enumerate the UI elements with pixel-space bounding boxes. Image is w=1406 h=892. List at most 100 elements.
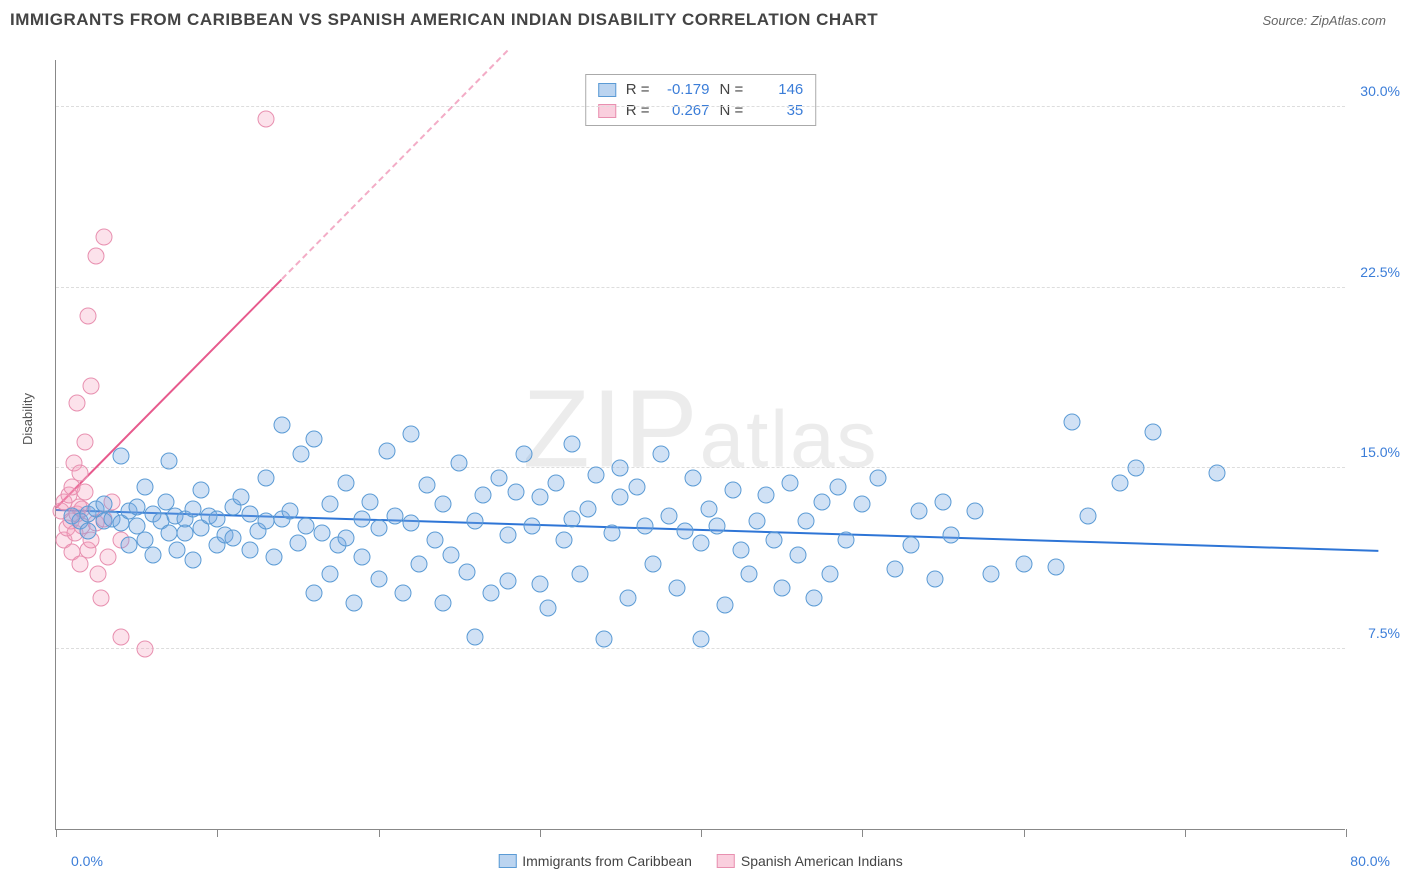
legend-item-pink: Spanish American Indians [717, 853, 903, 869]
gridline [56, 648, 1345, 649]
data-point-blue [467, 513, 484, 530]
data-point-blue [338, 474, 355, 491]
gridline [56, 106, 1345, 107]
xtick [540, 829, 541, 837]
data-point-pink [93, 590, 110, 607]
data-point-blue [499, 573, 516, 590]
data-point-blue [459, 563, 476, 580]
data-point-blue [926, 570, 943, 587]
data-point-pink [112, 628, 129, 645]
data-point-blue [378, 443, 395, 460]
data-point-blue [693, 534, 710, 551]
data-point-blue [886, 561, 903, 578]
data-point-blue [652, 445, 669, 462]
data-point-blue [112, 448, 129, 465]
data-point-blue [612, 488, 629, 505]
x-axis-min-label: 0.0% [71, 853, 103, 869]
data-point-blue [160, 525, 177, 542]
data-point-blue [370, 570, 387, 587]
data-point-blue [507, 484, 524, 501]
data-point-blue [314, 525, 331, 542]
header-bar: IMMIGRANTS FROM CARIBBEAN VS SPANISH AME… [0, 0, 1406, 35]
data-point-blue [338, 529, 355, 546]
data-point-blue [306, 585, 323, 602]
data-point-blue [467, 628, 484, 645]
data-point-blue [934, 493, 951, 510]
data-point-blue [136, 479, 153, 496]
data-point-blue [733, 541, 750, 558]
data-point-blue [515, 445, 532, 462]
data-point-blue [443, 546, 460, 563]
data-point-blue [491, 469, 508, 486]
xtick [1024, 829, 1025, 837]
data-point-blue [394, 585, 411, 602]
data-point-blue [596, 630, 613, 647]
data-point-blue [354, 549, 371, 566]
xtick [217, 829, 218, 837]
data-point-blue [684, 469, 701, 486]
data-point-blue [257, 513, 274, 530]
data-point-pink [99, 549, 116, 566]
data-point-pink [88, 248, 105, 265]
gridline [56, 467, 1345, 468]
data-point-blue [241, 505, 258, 522]
data-point-blue [1209, 464, 1226, 481]
swatch-pink-icon [717, 854, 735, 868]
data-point-blue [265, 549, 282, 566]
ytick-label: 15.0% [1360, 444, 1400, 460]
data-point-blue [193, 481, 210, 498]
data-point-blue [564, 436, 581, 453]
data-point-blue [346, 594, 363, 611]
y-axis-label: Disability [20, 393, 35, 445]
stats-row-pink: R = 0.267 N = 35 [598, 100, 804, 121]
data-point-blue [435, 594, 452, 611]
data-point-blue [281, 503, 298, 520]
data-point-blue [451, 455, 468, 472]
data-point-blue [572, 565, 589, 582]
data-point-blue [297, 517, 314, 534]
data-point-blue [870, 469, 887, 486]
data-point-blue [306, 431, 323, 448]
data-point-blue [588, 467, 605, 484]
data-point-blue [701, 500, 718, 517]
swatch-blue-icon [498, 854, 516, 868]
data-point-blue [636, 517, 653, 534]
data-point-blue [293, 445, 310, 462]
data-point-blue [644, 556, 661, 573]
data-point-blue [789, 546, 806, 563]
data-point-blue [499, 527, 516, 544]
swatch-blue-icon [598, 83, 616, 97]
data-point-blue [1144, 423, 1161, 440]
data-point-pink [96, 229, 113, 246]
data-point-blue [426, 532, 443, 549]
data-point-blue [1080, 508, 1097, 525]
data-point-blue [1112, 474, 1129, 491]
data-point-blue [676, 522, 693, 539]
data-point-blue [209, 510, 226, 527]
data-point-blue [1128, 460, 1145, 477]
data-point-blue [741, 565, 758, 582]
data-point-blue [128, 498, 145, 515]
xtick [701, 829, 702, 837]
ytick-label: 22.5% [1360, 264, 1400, 280]
bottom-legend: Immigrants from Caribbean Spanish Americ… [498, 853, 903, 869]
data-point-blue [362, 493, 379, 510]
data-point-blue [475, 486, 492, 503]
data-point-blue [757, 486, 774, 503]
data-point-blue [838, 532, 855, 549]
data-point-blue [668, 580, 685, 597]
data-point-pink [68, 395, 85, 412]
data-point-blue [402, 515, 419, 532]
data-point-blue [967, 503, 984, 520]
data-point-blue [80, 522, 97, 539]
data-point-blue [620, 590, 637, 607]
data-point-pink [257, 111, 274, 128]
data-point-pink [72, 556, 89, 573]
data-point-blue [241, 541, 258, 558]
data-point-blue [580, 500, 597, 517]
source-credit: Source: ZipAtlas.com [1262, 13, 1386, 28]
data-point-blue [402, 426, 419, 443]
xtick [379, 829, 380, 837]
data-point-blue [257, 469, 274, 486]
data-point-blue [749, 513, 766, 530]
